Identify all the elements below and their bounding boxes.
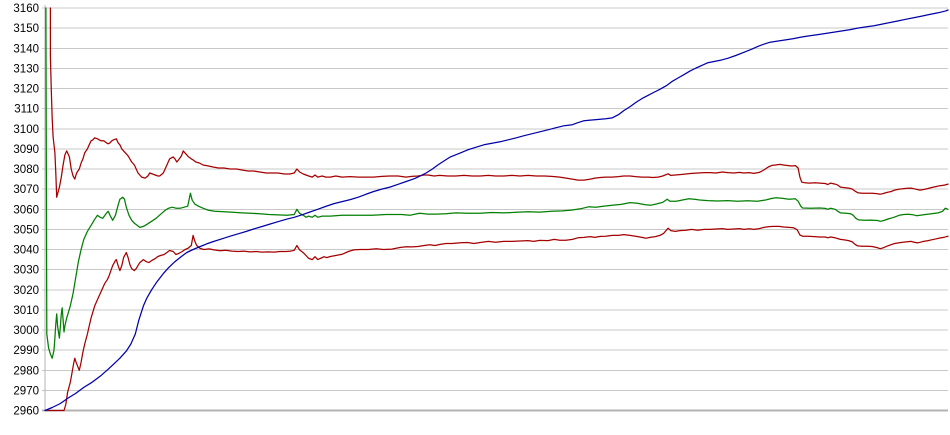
series-red-lower-line (44, 225, 949, 412)
y-axis-tick-label: 3110 (14, 104, 39, 116)
y-axis-tick-label: 3060 (13, 204, 39, 216)
y-axis-tick-label: 3160 (13, 3, 39, 15)
y-axis-tick-label: 3140 (13, 43, 39, 55)
y-axis-tick-label: 3010 (13, 305, 39, 317)
series-green-middle-line (45, 7, 949, 359)
y-axis-tick-labels: 3160 3150 3140 3130 3120 3110 3100 3090 3080 3070… (13, 3, 39, 418)
y-axis-tick-label: 3150 (13, 23, 39, 35)
y-axis-tick-label: 3040 (13, 245, 39, 257)
gridlines (42, 7, 948, 412)
y-axis-tick-label: 3120 (13, 84, 39, 96)
y-axis-tick-label: 2990 (13, 345, 39, 357)
y-axis-tick-label: 2980 (13, 365, 39, 377)
y-axis-tick-label: 3100 (13, 124, 39, 136)
y-axis-tick-label: 3050 (13, 224, 39, 236)
y-axis-tick-label: 3000 (13, 325, 39, 337)
y-axis-tick-label: 3070 (13, 184, 39, 196)
series-red-upper-line (49, 7, 949, 198)
y-axis-tick-label: 3080 (13, 164, 39, 176)
series-lines (44, 7, 949, 412)
y-axis-tick-label: 2970 (13, 385, 39, 397)
y-axis-tick-label: 3090 (13, 144, 39, 156)
y-axis-tick-label: 2960 (13, 406, 39, 418)
y-axis-tick-label: 3130 (13, 63, 39, 75)
y-axis-tick-label: 3020 (13, 285, 39, 297)
y-axis-tick-label: 3030 (13, 265, 39, 277)
series-blue-rising-line (44, 9, 949, 412)
